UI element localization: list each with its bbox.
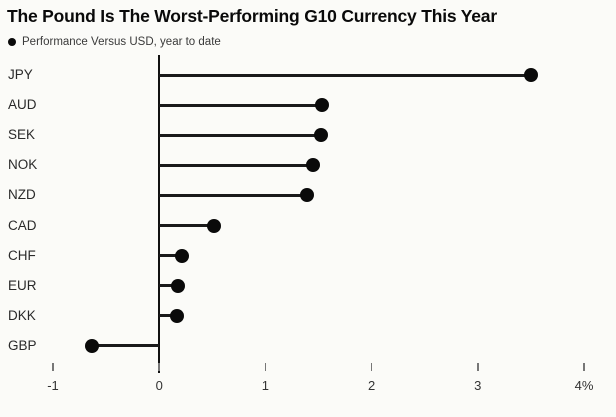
value-dot-nzd xyxy=(299,188,314,203)
value-dot-nok xyxy=(306,158,321,173)
legend: Performance Versus USD, year to date xyxy=(8,36,221,48)
value-stem-nok xyxy=(159,163,314,167)
x-axis-tick-0 xyxy=(158,363,160,371)
zero-axis-line xyxy=(158,55,160,373)
plot-area: JPY AUD SEK NOK NZD CAD CHF EUR DKK GBP -1 0 1 2 3 4% xyxy=(0,55,616,417)
value-dot-sek xyxy=(313,128,328,143)
category-label-chf: CHF xyxy=(8,247,36,263)
value-dot-aud xyxy=(314,98,329,113)
category-label-eur: EUR xyxy=(8,277,37,293)
value-dot-cad xyxy=(207,218,222,233)
value-dot-dkk xyxy=(170,308,185,323)
value-stem-gbp xyxy=(92,344,160,348)
x-axis-tick-2 xyxy=(370,363,373,371)
category-label-sek: SEK xyxy=(8,127,36,143)
category-label-dkk: DKK xyxy=(8,307,36,323)
x-axis-tick-4 xyxy=(583,363,585,371)
category-label-gbp: GBP xyxy=(8,337,37,353)
x-axis-tick-1 xyxy=(264,363,267,371)
x-axis-tick-label-4: 4% xyxy=(574,378,594,393)
value-stem-nzd xyxy=(159,193,307,197)
category-label-aud: AUD xyxy=(8,97,37,113)
legend-label: Performance Versus USD, year to date xyxy=(22,36,221,48)
x-axis-tick-3 xyxy=(477,363,479,371)
value-stem-aud xyxy=(159,103,322,107)
category-label-nzd: NZD xyxy=(8,187,36,203)
x-axis-tick-label--1: -1 xyxy=(47,378,59,393)
value-stem-jpy xyxy=(159,73,531,77)
x-axis-tick-label-2: 2 xyxy=(367,378,376,393)
x-axis-tick-label-0: 0 xyxy=(155,378,163,393)
category-label-nok: NOK xyxy=(8,157,38,173)
value-dot-gbp xyxy=(85,338,100,353)
value-dot-eur xyxy=(171,278,186,293)
value-dot-chf xyxy=(174,248,189,263)
value-stem-dkk xyxy=(159,314,178,318)
value-dot-jpy xyxy=(523,68,538,82)
value-stem-sek xyxy=(159,133,321,137)
legend-dot-icon xyxy=(8,38,16,46)
category-label-jpy: JPY xyxy=(8,67,33,82)
value-stem-chf xyxy=(159,254,182,258)
category-label-cad: CAD xyxy=(8,217,37,233)
x-axis-tick-label-3: 3 xyxy=(474,378,482,393)
x-axis-tick-label-1: 1 xyxy=(261,378,269,393)
x-axis-tick--1 xyxy=(52,363,54,371)
chart-title: The Pound Is The Worst-Performing G10 Cu… xyxy=(7,6,497,26)
value-stem-eur xyxy=(159,284,179,288)
value-stem-cad xyxy=(159,224,215,227)
